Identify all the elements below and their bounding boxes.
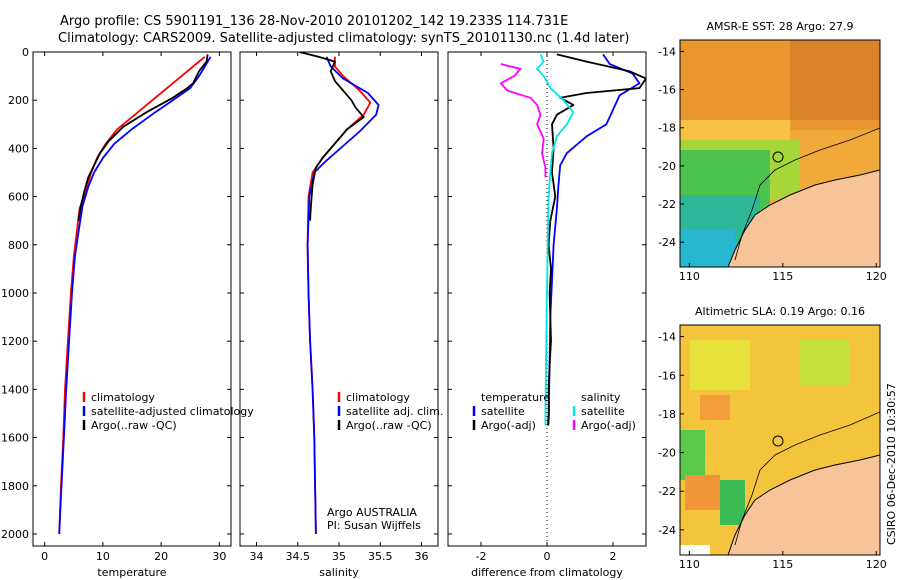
temperature-plot-frame: [32, 51, 232, 547]
salinity-xtick-label: 35.5: [368, 550, 393, 563]
sst-map-ytick-label: -24: [658, 236, 676, 249]
temperature-ytick-label: 1000: [1, 287, 29, 300]
difference-xtick-label: 2: [610, 550, 617, 563]
sla-map-title: Altimetric SLA: 0.19 Argo: 0.16: [695, 305, 865, 318]
difference-legend-salinity-label: satellite: [581, 405, 625, 418]
sla-map-ytick-label: -14: [658, 331, 676, 344]
sst-map-ytick-label: -16: [658, 84, 676, 97]
salinity-plot-frame: [239, 51, 439, 547]
salinity-legend-label: climatology: [346, 391, 410, 404]
sst-map-argo-marker: [772, 151, 784, 163]
temperature-xlabel: temperature: [97, 566, 166, 579]
profile-lines: [58, 52, 646, 535]
salinity-annotation: PI: Susan Wijffels: [327, 519, 421, 532]
sst-map-xtick-label: 110: [679, 270, 700, 283]
salinity-legend-label: Argo(..raw -QC): [346, 419, 432, 432]
difference-xtick-label: 0: [544, 550, 551, 563]
temperature-series-2: [77, 54, 209, 221]
salinity-series-2: [299, 52, 365, 221]
salinity-legend-label: satellite adj. clim.: [346, 405, 443, 418]
difference-series-3: [499, 63, 547, 178]
sla-map-xtick-label: 120: [866, 558, 887, 571]
temperature-ytick-label: 1800: [1, 480, 29, 493]
sla-map-xtick-label: 110: [679, 558, 700, 571]
difference-xlabel: difference from climatology: [471, 566, 623, 579]
salinity-series-0: [306, 56, 372, 535]
sst-map-field: [680, 40, 880, 267]
sla-map-axes: [679, 324, 881, 556]
temperature-ytick-label: 200: [8, 94, 29, 107]
temperature-legend-label: Argo(..raw -QC): [91, 419, 177, 432]
sla-map-ytick-label: -16: [658, 369, 676, 382]
temperature-legend-label: climatology: [91, 391, 155, 404]
profile-text: 0 10 20 30020040060080010001200140016001800…: [1, 45, 887, 579]
temperature-ytick-label: 1200: [1, 335, 29, 348]
temperature-xtick-label: 0: [41, 550, 48, 563]
temperature-xtick-label: 30: [212, 550, 226, 563]
temperature-ytick-label: 2000: [1, 528, 29, 541]
salinity-xtick-label: 36: [415, 550, 429, 563]
sst-map-xtick-label: 115: [772, 270, 793, 283]
temperature-legend-label: satellite-adjusted climatology: [91, 405, 254, 418]
difference-series-2: [536, 54, 575, 426]
salinity-xlabel: salinity: [319, 566, 359, 579]
sla-map-field: [680, 325, 880, 555]
difference-series-1: [547, 53, 646, 426]
sla-map-ytick-label: -22: [658, 485, 676, 498]
temperature-ytick-label: 400: [8, 142, 29, 155]
profile-axes: [32, 50, 877, 555]
sla-map-ytick-label: -24: [658, 524, 676, 537]
temperature-ytick-label: 800: [8, 239, 29, 252]
difference-legend-temperature-label: temperature: [481, 391, 550, 404]
temperature-ytick-label: 0: [22, 46, 29, 59]
difference-legend-salinity-label: Argo(-adj): [581, 419, 636, 432]
difference-legend-temperature-label: satellite: [481, 405, 525, 418]
difference-xtick-label: -2: [476, 550, 487, 563]
temperature-xtick-label: 10: [96, 550, 110, 563]
sst-map-ytick-label: -20: [658, 160, 676, 173]
header-subtitle: Climatology: CARS2009. Satellite-adjuste…: [58, 31, 630, 46]
sla-map-argo-marker: [772, 435, 784, 447]
sla-map-ytick-label: -18: [658, 408, 676, 421]
difference-series-group: [499, 53, 646, 426]
salinity-series-group: [299, 52, 380, 535]
sst-map-xtick-label: 120: [866, 270, 887, 283]
sst-map-axes: [679, 39, 881, 268]
temperature-ytick-label: 600: [8, 191, 29, 204]
sst-map-ytick-label: -18: [658, 122, 676, 135]
salinity-xtick-label: 35: [332, 550, 346, 563]
salinity-annotation: Argo AUSTRALIA: [327, 506, 417, 519]
temperature-ytick-label: 1600: [1, 432, 29, 445]
sst-map-ytick-label: -14: [658, 45, 676, 58]
sst-map-ytick-label: -22: [658, 198, 676, 211]
sla-map-xtick-label: 115: [772, 558, 793, 571]
sla-map-ytick-label: -20: [658, 447, 676, 460]
credit-text: CSIRO 06-Dec-2010 10:30:57: [885, 383, 898, 545]
temperature-ytick-label: 1400: [1, 383, 29, 396]
difference-legend-temperature-label: Argo(-adj): [481, 419, 536, 432]
temperature-series-group: [58, 54, 212, 535]
salinity-series-1: [306, 56, 380, 535]
sst-map-title: AMSR-E SST: 28 Argo: 27.9: [706, 20, 853, 33]
salinity-xtick-label: 34: [250, 550, 264, 563]
temperature-xtick-label: 20: [154, 550, 168, 563]
salinity-xtick-label: 34.5: [286, 550, 311, 563]
difference-series-0: [547, 53, 641, 426]
temperature-series-1: [58, 56, 212, 535]
header-title: Argo profile: CS 5901191_136 28-Nov-2010…: [60, 14, 568, 29]
difference-legend-salinity-label: salinity: [581, 391, 621, 404]
